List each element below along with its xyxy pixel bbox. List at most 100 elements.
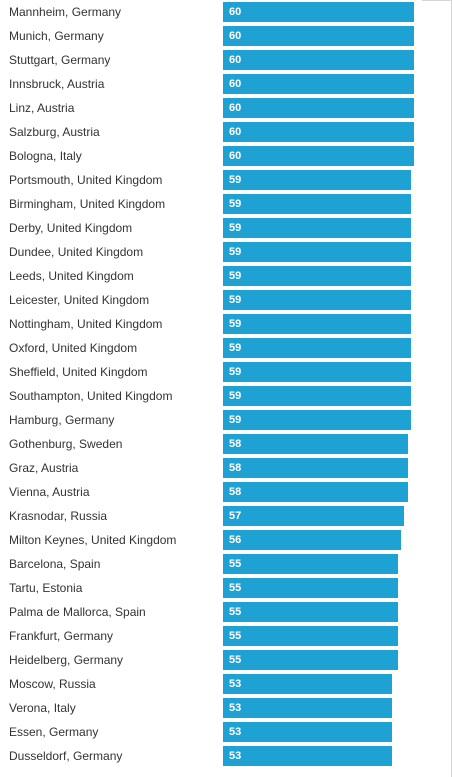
- bar-row: Southampton, United Kingdom 59: [0, 384, 452, 408]
- bar-value-label: 60: [229, 102, 242, 114]
- category-label: Birmingham, United Kingdom: [9, 197, 166, 211]
- bar-value-label: 56: [229, 534, 242, 546]
- bar-value-label: 55: [229, 582, 242, 594]
- bar-value-label: 60: [229, 150, 242, 162]
- bar: 53: [223, 722, 392, 742]
- bar: 59: [223, 242, 411, 262]
- bar: 53: [223, 674, 392, 694]
- bar: 58: [223, 434, 408, 454]
- category-label: Oxford, United Kingdom: [9, 341, 138, 355]
- bar-row: Dusseldorf, Germany 53: [0, 744, 452, 768]
- bar-row: Verona, Italy 53: [0, 696, 452, 720]
- bar-value-label: 60: [229, 126, 242, 138]
- category-label: Mannheim, Germany: [9, 5, 122, 19]
- bar: 55: [223, 650, 398, 670]
- category-label: Vienna, Austria: [9, 485, 90, 499]
- bar-row: Portsmouth, United Kingdom 59: [0, 168, 452, 192]
- bar: 60: [223, 122, 414, 142]
- bar: 60: [223, 146, 414, 166]
- category-label: Milton Keynes, United Kingdom: [9, 533, 177, 547]
- bar: 53: [223, 746, 392, 766]
- bar-value-label: 59: [229, 222, 242, 234]
- category-label: Sheffield, United Kingdom: [9, 365, 148, 379]
- bar-row: Leicester, United Kingdom 59: [0, 288, 452, 312]
- bar-value-label: 58: [229, 486, 242, 498]
- category-label: Linz, Austria: [9, 101, 75, 115]
- bar-row: Tartu, Estonia 55: [0, 576, 452, 600]
- bar-row: Barcelona, Spain 55: [0, 552, 452, 576]
- category-label: Leicester, United Kingdom: [9, 293, 150, 307]
- bar: 59: [223, 386, 411, 406]
- category-label: Innsbruck, Austria: [9, 77, 105, 91]
- bar: 60: [223, 50, 414, 70]
- bar-value-label: 53: [229, 702, 242, 714]
- bar-row: Milton Keynes, United Kingdom 56: [0, 528, 452, 552]
- bar: 60: [223, 98, 414, 118]
- bar-value-label: 58: [229, 462, 242, 474]
- bar-row: Innsbruck, Austria 60: [0, 72, 452, 96]
- bar-value-label: 59: [229, 174, 242, 186]
- bar-value-label: 60: [229, 78, 242, 90]
- bar-value-label: 60: [229, 30, 242, 42]
- bar-value-label: 58: [229, 438, 242, 450]
- bar: 59: [223, 410, 411, 430]
- bar-row: Munich, Germany 60: [0, 24, 452, 48]
- category-label: Essen, Germany: [9, 725, 99, 739]
- category-label: Gothenburg, Sweden: [9, 437, 123, 451]
- category-label: Palma de Mallorca, Spain: [9, 605, 146, 619]
- bar-value-label: 59: [229, 294, 242, 306]
- category-label: Derby, United Kingdom: [9, 221, 133, 235]
- bar-row: Sheffield, United Kingdom 59: [0, 360, 452, 384]
- category-label: Salzburg, Austria: [9, 125, 100, 139]
- bar: 55: [223, 602, 398, 622]
- bar-value-label: 53: [229, 726, 242, 738]
- bar: 55: [223, 554, 398, 574]
- category-label: Dusseldorf, Germany: [9, 749, 123, 763]
- bar: 60: [223, 74, 414, 94]
- category-label: Heidelberg, Germany: [9, 653, 124, 667]
- bar-row: Frankfurt, Germany 55: [0, 624, 452, 648]
- bar: 55: [223, 578, 398, 598]
- bar-value-label: 53: [229, 750, 242, 762]
- bar-row: Dundee, United Kingdom 59: [0, 240, 452, 264]
- bar-row: Heidelberg, Germany 55: [0, 648, 452, 672]
- bar-value-label: 55: [229, 630, 242, 642]
- category-label: Nottingham, United Kingdom: [9, 317, 163, 331]
- bar-value-label: 59: [229, 318, 242, 330]
- bar: 59: [223, 218, 411, 238]
- bar: 58: [223, 458, 408, 478]
- bar-row: Linz, Austria 60: [0, 96, 452, 120]
- bar-value-label: 60: [229, 54, 242, 66]
- bar: 59: [223, 170, 411, 190]
- bar: 57: [223, 506, 404, 526]
- bar-row: Bologna, Italy 60: [0, 144, 452, 168]
- category-label: Dundee, United Kingdom: [9, 245, 144, 259]
- bar-row: Palma de Mallorca, Spain 55: [0, 600, 452, 624]
- bar-row: Gothenburg, Sweden 58: [0, 432, 452, 456]
- category-label: Stuttgart, Germany: [9, 53, 111, 67]
- bar-value-label: 53: [229, 678, 242, 690]
- category-label: Southampton, United Kingdom: [9, 389, 173, 403]
- bar-row: Mannheim, Germany 60: [0, 0, 452, 24]
- bar: 59: [223, 266, 411, 286]
- bar-row: Oxford, United Kingdom 59: [0, 336, 452, 360]
- bar-row: Vienna, Austria 58: [0, 480, 452, 504]
- bar-value-label: 59: [229, 390, 242, 402]
- category-label: Barcelona, Spain: [9, 557, 101, 571]
- category-label: Portsmouth, United Kingdom: [9, 173, 163, 187]
- category-label: Bologna, Italy: [9, 149, 82, 163]
- bar-value-label: 60: [229, 6, 242, 18]
- bar-value-label: 55: [229, 558, 242, 570]
- bar-value-label: 57: [229, 510, 242, 522]
- bar-row: Stuttgart, Germany 60: [0, 48, 452, 72]
- bar-value-label: 59: [229, 270, 242, 282]
- bar-value-label: 55: [229, 654, 242, 666]
- bar: 60: [223, 26, 414, 46]
- category-label: Frankfurt, Germany: [9, 629, 114, 643]
- bar: 59: [223, 290, 411, 310]
- bar-row: Derby, United Kingdom 59: [0, 216, 452, 240]
- category-label: Hamburg, Germany: [9, 413, 115, 427]
- category-label: Munich, Germany: [9, 29, 104, 43]
- category-label: Verona, Italy: [9, 701, 76, 715]
